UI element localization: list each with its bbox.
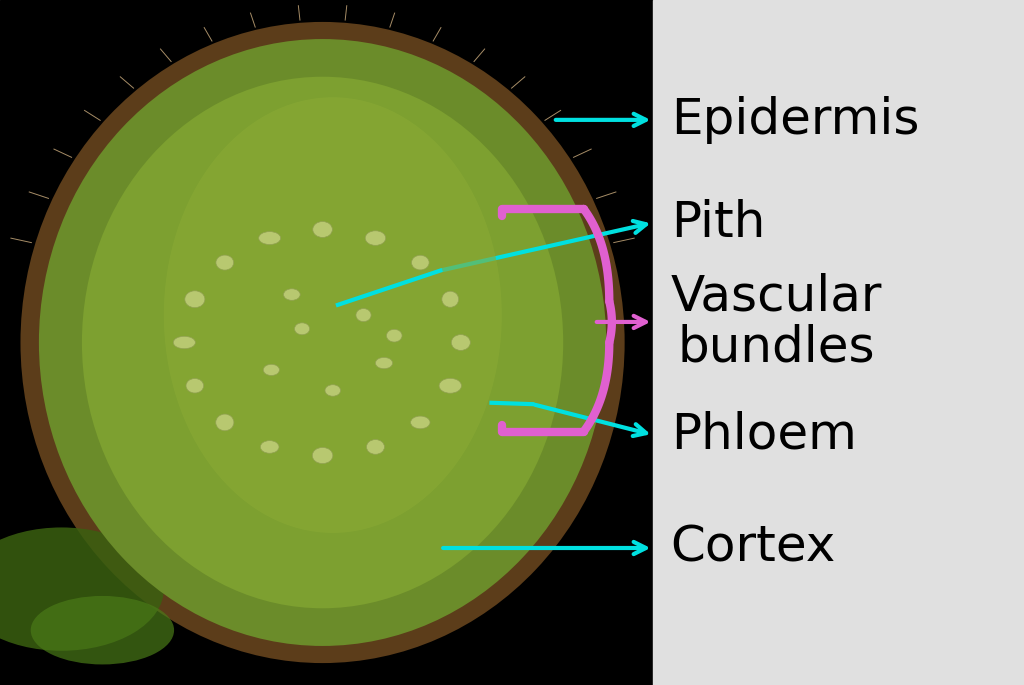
Ellipse shape — [260, 440, 279, 453]
Ellipse shape — [312, 221, 333, 238]
Ellipse shape — [452, 334, 470, 351]
Ellipse shape — [173, 336, 196, 349]
Ellipse shape — [186, 379, 204, 393]
Ellipse shape — [367, 440, 384, 454]
Bar — [0, 0, 653, 685]
Ellipse shape — [376, 358, 392, 369]
Ellipse shape — [259, 232, 281, 245]
Ellipse shape — [164, 97, 502, 533]
Ellipse shape — [411, 416, 430, 429]
Text: Vascular
bundles: Vascular bundles — [671, 272, 883, 372]
Text: Phloem: Phloem — [671, 411, 857, 459]
Text: Pith: Pith — [671, 199, 765, 247]
Ellipse shape — [441, 291, 459, 308]
Bar — [653, 0, 1024, 685]
Ellipse shape — [82, 77, 563, 608]
Ellipse shape — [366, 231, 386, 245]
Ellipse shape — [263, 364, 280, 375]
Text: Epidermis: Epidermis — [671, 96, 920, 144]
Ellipse shape — [0, 527, 164, 651]
Text: Cortex: Cortex — [671, 524, 836, 572]
Ellipse shape — [31, 596, 174, 664]
Ellipse shape — [284, 289, 300, 300]
Ellipse shape — [184, 291, 205, 308]
Ellipse shape — [386, 329, 402, 342]
Ellipse shape — [20, 22, 625, 663]
Ellipse shape — [312, 447, 333, 464]
Ellipse shape — [325, 385, 341, 396]
Ellipse shape — [216, 414, 233, 431]
Ellipse shape — [356, 308, 371, 322]
Ellipse shape — [412, 256, 429, 270]
Ellipse shape — [439, 378, 462, 393]
Ellipse shape — [39, 39, 606, 646]
Ellipse shape — [216, 255, 233, 270]
Ellipse shape — [295, 323, 309, 335]
